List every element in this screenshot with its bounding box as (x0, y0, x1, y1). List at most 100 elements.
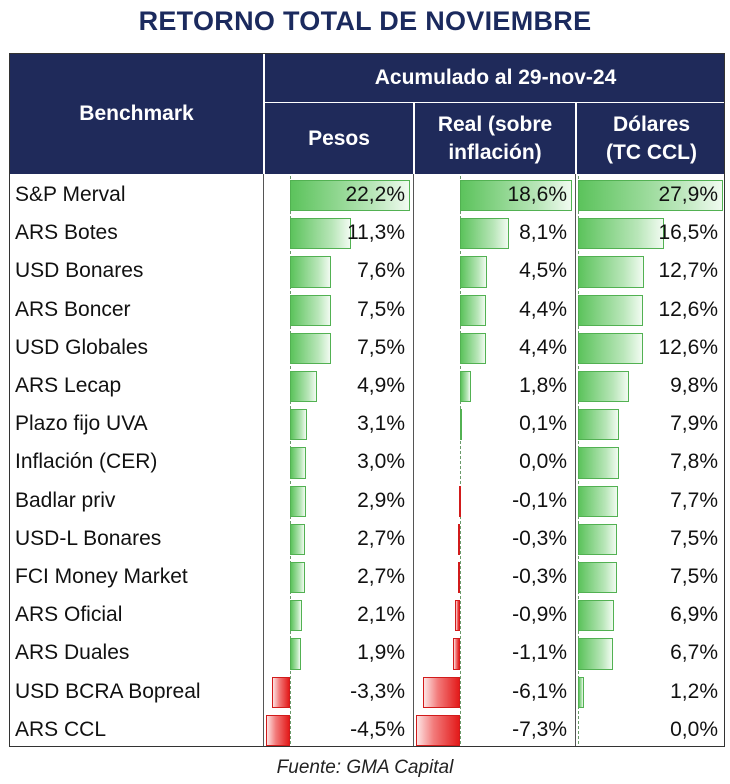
header-real: Real (sobre inflación) (415, 103, 575, 174)
value-real: 18,6% (507, 183, 567, 206)
value-usd: 0,0% (670, 717, 718, 741)
value-pesos: 4,9% (357, 374, 405, 397)
value-pesos: 2,1% (357, 603, 405, 627)
value-pesos: 2,7% (357, 526, 405, 550)
row-label: USD BCRA Bopreal (15, 679, 201, 703)
bar-real (454, 600, 460, 632)
bar-usd (578, 485, 619, 517)
bar-usd (578, 638, 613, 670)
header-benchmark: Benchmark (10, 54, 263, 174)
row-label: ARS Duales (15, 641, 130, 665)
value-usd: 7,8% (670, 450, 718, 474)
value-pesos: 7,6% (357, 259, 405, 283)
column-divider (575, 174, 576, 746)
bar-real (459, 256, 488, 288)
bar-pesos (266, 714, 291, 746)
value-pesos: 7,5% (357, 297, 405, 321)
value-usd: 7,9% (670, 412, 718, 436)
bar-usd (578, 447, 619, 479)
column-divider (413, 174, 414, 746)
value-real: -1,1% (512, 641, 567, 665)
value-pesos: 11,3% (347, 221, 405, 245)
value-real: 8,1% (519, 221, 567, 245)
value-usd: 12,6% (658, 297, 718, 321)
row-label: Plazo fijo UVA (15, 412, 148, 436)
row-label: S&P Merval (15, 183, 126, 206)
value-usd: 6,7% (670, 641, 718, 665)
value-real: 0,1% (519, 412, 567, 436)
bar-real (459, 294, 487, 326)
value-real: 4,4% (519, 335, 567, 359)
value-pesos: 7,5% (357, 335, 405, 359)
bar-real (458, 562, 461, 594)
value-usd: 7,5% (670, 565, 718, 588)
value-pesos: 3,1% (357, 412, 405, 436)
value-pesos: 2,7% (357, 565, 405, 588)
bar-pesos (290, 371, 317, 403)
value-real: 4,5% (519, 259, 567, 283)
value-usd: 1,2% (670, 679, 718, 703)
value-usd: 9,8% (670, 374, 718, 397)
row-label: ARS Boncer (15, 297, 131, 321)
header-real-line2: inflación) (448, 140, 542, 164)
header-usd-line2: (TC CCL) (606, 140, 697, 164)
bar-pesos (290, 218, 352, 250)
bar-real (459, 409, 462, 441)
value-pesos: -4,5% (350, 717, 405, 741)
value-pesos: 2,9% (357, 488, 405, 512)
bar-pesos (290, 562, 305, 594)
bar-pesos (290, 638, 301, 670)
row-label: FCI Money Market (15, 565, 188, 588)
bar-real (458, 523, 461, 555)
bar-real (459, 371, 471, 403)
bar-usd (578, 676, 585, 708)
page-title: RETORNO TOTAL DE NOVIEMBRE (138, 6, 592, 36)
row-label: USD Globales (15, 335, 149, 359)
value-pesos: 3,0% (357, 450, 405, 474)
value-usd: 12,6% (658, 335, 718, 359)
bar-pesos (272, 676, 291, 708)
row-label: Badlar priv (15, 488, 116, 512)
bar-usd (578, 371, 629, 403)
bar-pesos (290, 180, 410, 212)
bar-pesos (290, 600, 302, 632)
bar-usd (578, 409, 620, 441)
header-pesos: Pesos (265, 103, 413, 174)
zero-line-real (459, 176, 461, 746)
header-usd-line1: Dólares (612, 112, 691, 136)
bar-pesos (290, 523, 305, 555)
bar-usd (578, 523, 617, 555)
value-real: 1,8% (519, 374, 567, 397)
bar-real (459, 332, 487, 364)
column-divider (263, 174, 264, 746)
bar-usd (578, 294, 644, 326)
value-real: -0,1% (512, 488, 567, 512)
value-real: -0,9% (512, 603, 567, 627)
value-pesos: 22,2% (345, 183, 405, 206)
bar-usd (578, 332, 644, 364)
bar-real (459, 180, 572, 212)
value-usd: 12,7% (658, 259, 718, 283)
bar-usd (578, 218, 664, 250)
bar-usd (578, 562, 617, 594)
value-real: -0,3% (512, 526, 567, 550)
header-usd: Dólares (TC CCL) (577, 103, 724, 174)
value-real: -0,3% (512, 565, 567, 588)
bar-pesos (290, 485, 306, 517)
bar-real (459, 218, 509, 250)
returns-table: Benchmark Acumulado al 29-nov-24 Pesos R… (9, 53, 725, 747)
value-usd: 16,5% (658, 221, 718, 245)
value-pesos: 1,9% (357, 641, 405, 665)
value-usd: 7,7% (670, 488, 718, 512)
bar-pesos (290, 409, 307, 441)
value-usd: 6,9% (670, 603, 718, 627)
header-group: Acumulado al 29-nov-24 (265, 54, 724, 102)
value-real: 4,4% (519, 297, 567, 321)
row-label: ARS CCL (15, 717, 107, 741)
value-real: -7,3% (512, 717, 567, 741)
row-label: USD Bonares (15, 259, 144, 283)
bar-pesos (290, 447, 307, 479)
bar-usd (578, 256, 644, 288)
value-real: 0,0% (519, 450, 567, 474)
value-pesos: -3,3% (350, 679, 405, 703)
